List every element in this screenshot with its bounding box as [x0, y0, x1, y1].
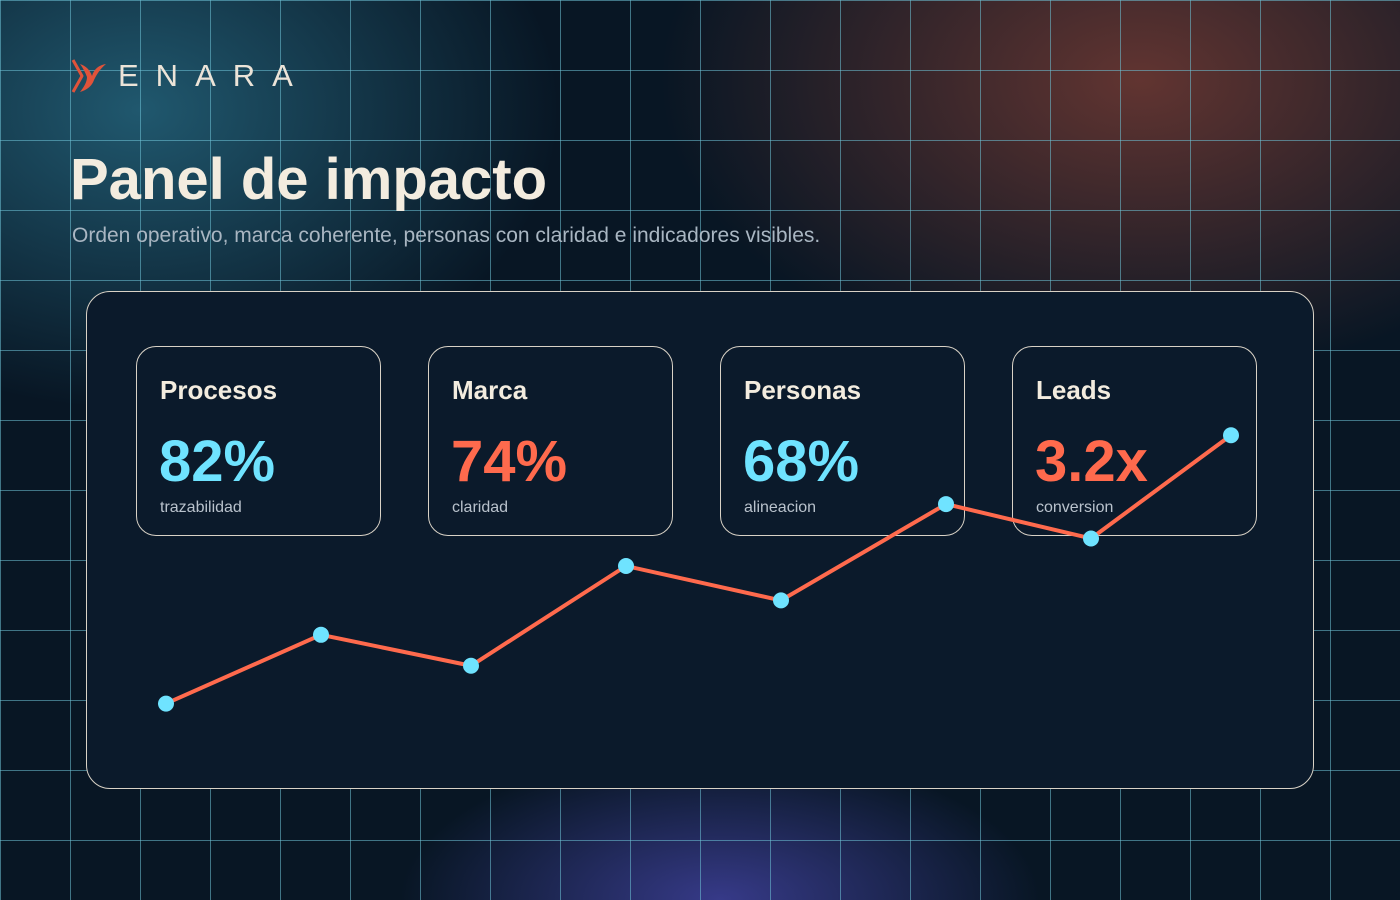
bird-icon — [71, 59, 106, 93]
metric-value: 74% — [451, 429, 568, 494]
dashboard-panel: Procesos 82% trazabilidad Marca 74% clar… — [86, 291, 1314, 789]
metric-label: Procesos — [160, 375, 278, 405]
data-point-2[interactable] — [313, 626, 329, 643]
metric-value: 68% — [743, 429, 860, 494]
trend-line — [165, 433, 1233, 706]
metric-caption: alineacion — [744, 499, 817, 516]
metric-card-procesos[interactable]: Procesos 82% trazabilidad — [136, 346, 381, 536]
data-point-7[interactable] — [1083, 530, 1099, 547]
metric-card-personas[interactable]: Personas 68% alineacion — [720, 346, 965, 536]
data-point-6[interactable] — [938, 496, 954, 513]
metric-card-marca[interactable]: Marca 74% claridad — [428, 346, 673, 536]
data-point-8[interactable] — [1223, 427, 1239, 444]
trend-line-chart — [158, 427, 1239, 712]
metric-caption: trazabilidad — [160, 499, 242, 516]
data-point-3[interactable] — [463, 657, 479, 674]
data-point-5[interactable] — [773, 592, 789, 609]
metric-value: 3.2x — [1035, 429, 1148, 494]
metric-label: Personas — [744, 375, 862, 405]
metric-caption: claridad — [452, 499, 509, 516]
brand-name: ENARA — [118, 58, 310, 93]
data-point-4[interactable] — [618, 558, 634, 574]
logo: ENARA — [70, 56, 310, 96]
metric-caption: conversion — [1036, 499, 1114, 516]
metric-value: 82% — [159, 429, 276, 494]
page-subtitle: Orden operativo, marca coherente, person… — [72, 224, 821, 247]
data-point-1[interactable] — [158, 695, 174, 712]
page-title: Panel de impacto — [70, 147, 548, 212]
metric-label: Leads — [1036, 375, 1112, 405]
metric-label: Marca — [452, 375, 528, 405]
